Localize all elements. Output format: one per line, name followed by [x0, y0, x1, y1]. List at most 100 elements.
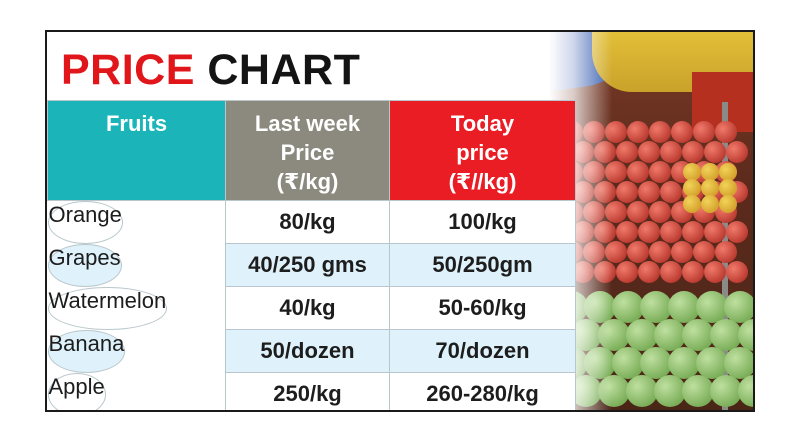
cell-fruit: Orange	[47, 201, 123, 244]
fruit-shape	[616, 221, 638, 243]
fruit-shape	[710, 375, 742, 407]
fruit-shape	[726, 141, 748, 163]
fruit-shape	[704, 221, 726, 243]
cell-fruit: Watermelon	[47, 286, 168, 330]
fruit-shape	[649, 241, 671, 263]
price-chart-card: PRICE CHART Fruits Last week Price (₹/kg…	[45, 30, 755, 412]
fruit-shape	[683, 163, 701, 181]
cell-today: 70/dozen	[389, 329, 576, 373]
fruit-shape	[668, 347, 700, 379]
table-row: Watermelon 40/kg 50-60/kg	[47, 286, 576, 330]
cell-fruit: Grapes	[47, 243, 122, 287]
fruit-shape	[612, 347, 644, 379]
cell-last-week: 40/250 gms	[225, 243, 390, 287]
fruit-shape	[693, 121, 715, 143]
fruit-shape	[738, 375, 753, 407]
fruit-shape	[683, 195, 701, 213]
header-last-week-line-1: Last week	[254, 111, 361, 136]
fruit-shape	[616, 181, 638, 203]
fruit-shape	[701, 163, 719, 181]
fruit-shape	[682, 319, 714, 351]
fruit-shape	[715, 241, 737, 263]
fruit-shape	[704, 141, 726, 163]
fruit-shape	[719, 179, 737, 197]
fruit-shape	[696, 347, 728, 379]
fruit-shape	[701, 179, 719, 197]
fruit-shape	[616, 141, 638, 163]
fruit-shape	[627, 201, 649, 223]
header-today-line-2: price	[456, 140, 509, 165]
header-fruits-label: Fruits	[105, 111, 168, 136]
fruit-shape	[640, 347, 672, 379]
fruit-shape	[726, 261, 748, 283]
fruit-shape	[627, 161, 649, 183]
cell-fruit: Banana	[47, 329, 126, 373]
fruit-shape	[654, 319, 686, 351]
table-row: Grapes 40/250 gms 50/250gm	[47, 243, 576, 287]
header-last-week-price: Last week Price (₹/kg)	[225, 100, 390, 201]
fruit-shape	[682, 375, 714, 407]
fruit-shape	[626, 375, 658, 407]
fruit-shape	[715, 121, 737, 143]
fruit-shape	[668, 291, 700, 323]
header-last-week-line-3: (₹/kg)	[276, 169, 339, 194]
cell-fruit: Apple	[47, 372, 106, 410]
fruit-shape	[682, 261, 704, 283]
header-fruits: Fruits	[47, 100, 226, 201]
fruit-shape	[724, 291, 753, 323]
header-today-line-1: Today	[450, 111, 515, 136]
fruit-shape	[738, 319, 753, 351]
fruit-shape	[704, 261, 726, 283]
fruit-shape	[710, 319, 742, 351]
price-table: Fruits Last week Price (₹/kg) Today pric…	[47, 100, 576, 410]
table-row: Orange 80/kg 100/kg	[47, 200, 576, 244]
page-title: PRICE CHART	[61, 40, 360, 100]
cell-last-week: 40/kg	[225, 286, 390, 330]
fruit-shape	[626, 319, 658, 351]
table-row: Banana 50/dozen 70/dozen	[47, 329, 576, 373]
fruit-shape	[627, 241, 649, 263]
cell-today: 100/kg	[389, 200, 576, 244]
header-today-price: Today price (₹//kg)	[389, 100, 576, 201]
table-row: Apple 250/kg 260-280/kg	[47, 372, 576, 410]
fruit-shape	[638, 181, 660, 203]
fruit-shape	[719, 163, 737, 181]
fruit-shape	[719, 195, 737, 213]
fruit-shape	[649, 161, 671, 183]
fruit-shape	[701, 195, 719, 213]
header-row: Fruits Last week Price (₹/kg) Today pric…	[47, 100, 576, 201]
fruit-shape	[660, 221, 682, 243]
fruit-shape	[640, 291, 672, 323]
fruit-shape	[693, 241, 715, 263]
fruit-shape	[649, 121, 671, 143]
header-today-line-3: (₹//kg)	[448, 169, 517, 194]
cell-today: 50/250gm	[389, 243, 576, 287]
fruit-shape	[671, 121, 693, 143]
cell-last-week: 50/dozen	[225, 329, 390, 373]
fruit-shape	[660, 141, 682, 163]
fruit-shape	[649, 201, 671, 223]
fruit-shape	[627, 121, 649, 143]
fruit-shape	[638, 141, 660, 163]
fruit-shape	[724, 347, 753, 379]
title-word-chart: CHART	[207, 46, 361, 94]
fruit-shape	[726, 221, 748, 243]
fruit-shape	[682, 221, 704, 243]
header-last-week-line-2: Price	[280, 140, 335, 165]
fruit-shape	[696, 291, 728, 323]
fruit-shape	[683, 179, 701, 197]
fruit-shape	[671, 241, 693, 263]
cell-last-week: 80/kg	[225, 200, 390, 244]
title-word-price: PRICE	[61, 46, 195, 94]
fruit-shape	[612, 291, 644, 323]
fruit-shape	[682, 141, 704, 163]
fruit-shape	[660, 181, 682, 203]
cell-today: 260-280/kg	[389, 372, 576, 410]
cell-last-week: 250/kg	[225, 372, 390, 410]
fruit-shape	[654, 375, 686, 407]
fruit-shape	[638, 221, 660, 243]
fruit-shape	[660, 261, 682, 283]
cell-today: 50-60/kg	[389, 286, 576, 330]
fruit-shape	[638, 261, 660, 283]
fruit-shape	[616, 261, 638, 283]
